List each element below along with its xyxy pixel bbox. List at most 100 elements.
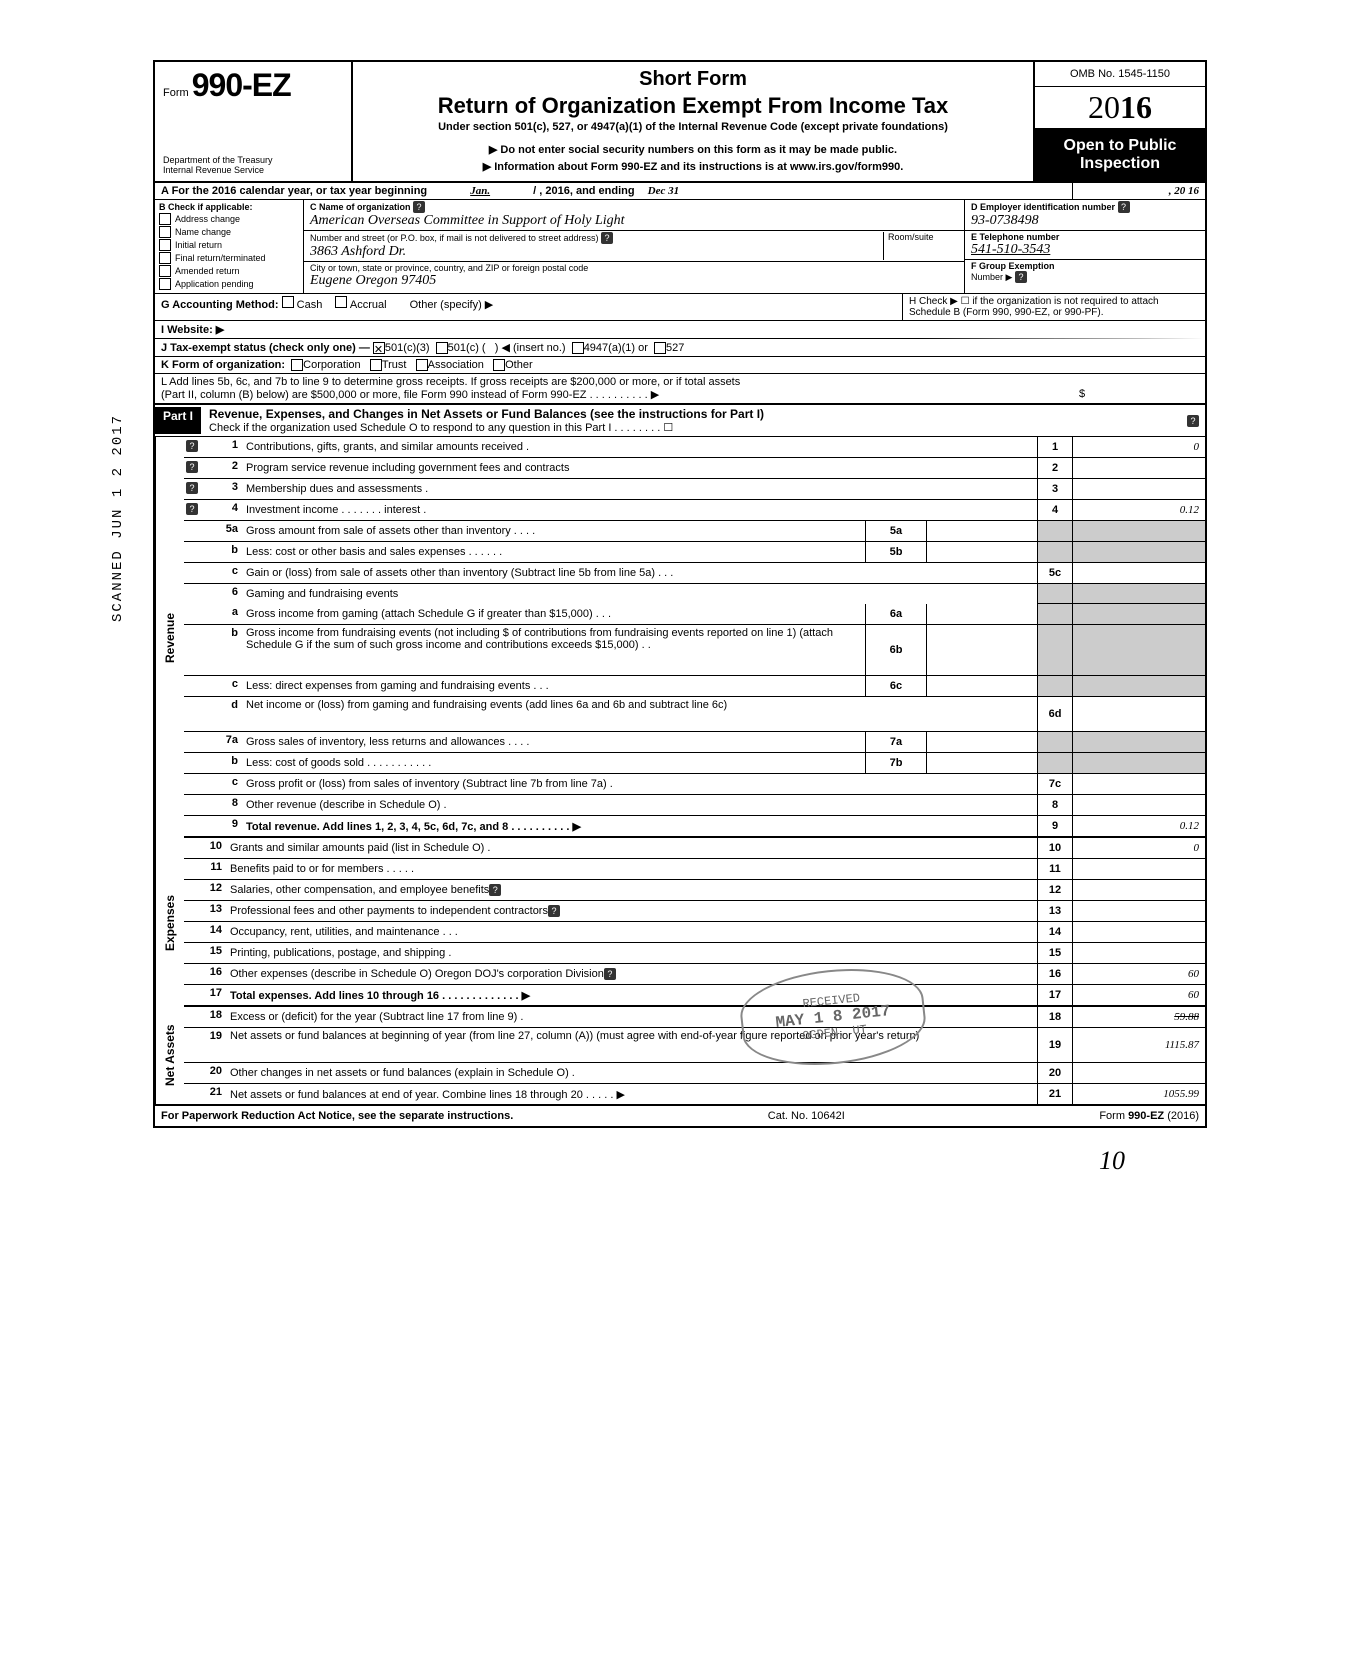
footer-right: Form 990-EZ (2016) bbox=[1099, 1110, 1199, 1122]
amt-5c bbox=[1072, 563, 1205, 583]
help-icon[interactable]: ? bbox=[186, 440, 198, 452]
dept-line-2: Internal Revenue Service bbox=[163, 166, 343, 176]
part-1-check-note: Check if the organization used Schedule … bbox=[209, 421, 1187, 434]
line-20: 20 Other changes in net assets or fund b… bbox=[184, 1063, 1205, 1084]
treasury-dept: Department of the Treasury Internal Reve… bbox=[163, 156, 343, 176]
form-prefix: Form bbox=[163, 87, 189, 99]
handwritten-page-number: 10 bbox=[1099, 1146, 1125, 1176]
begin-month: Jan. bbox=[470, 185, 490, 197]
f-number-label: Number ▶ bbox=[971, 272, 1012, 282]
amt-3 bbox=[1072, 479, 1205, 499]
row-a-right: , 20 16 bbox=[1072, 183, 1205, 199]
amt-6d bbox=[1072, 697, 1205, 731]
revenue-label: Revenue bbox=[155, 437, 184, 838]
cb-corp[interactable] bbox=[291, 359, 303, 371]
cb-assoc[interactable] bbox=[416, 359, 428, 371]
cb-cash[interactable] bbox=[282, 296, 294, 308]
city-label: City or town, state or province, country… bbox=[310, 263, 588, 273]
org-name-cell: C Name of organization ? American Overse… bbox=[304, 200, 964, 231]
amt-19: 1115.87 bbox=[1072, 1028, 1205, 1062]
cb-527[interactable] bbox=[654, 342, 666, 354]
street-cell: Number and street (or P.O. box, if mail … bbox=[304, 231, 964, 262]
line-21: 21 Net assets or fund balances at end of… bbox=[184, 1084, 1205, 1104]
k-label: K Form of organization: bbox=[161, 359, 285, 371]
revenue-lines: ? 1 Contributions, gifts, grants, and si… bbox=[184, 437, 1205, 838]
cb-501c3[interactable]: ✕ bbox=[373, 342, 385, 354]
help-icon[interactable]: ? bbox=[186, 482, 198, 494]
line-15: 15 Printing, publications, postage, and … bbox=[184, 943, 1205, 964]
form-990ez-page: SCANNED JUN 1 2 2017 Form 990-EZ Departm… bbox=[153, 60, 1207, 1128]
line-g: G Accounting Method: Cash Accrual Other … bbox=[155, 294, 903, 320]
footer-left: For Paperwork Reduction Act Notice, see … bbox=[161, 1110, 513, 1122]
e-label: E Telephone number bbox=[971, 232, 1059, 242]
line-6: 6 Gaming and fundraising events bbox=[184, 584, 1205, 604]
cb-4947[interactable] bbox=[572, 342, 584, 354]
col-def: D Employer identification number ? 93-07… bbox=[965, 200, 1205, 293]
row-a-label: A For the 2016 calendar year, or tax yea… bbox=[161, 185, 427, 197]
line-17: 17 Total expenses. Add lines 10 through … bbox=[184, 985, 1205, 1007]
form-title: Return of Organization Exempt From Incom… bbox=[363, 93, 1023, 119]
l-text-2: (Part II, column (B) below) are $500,000… bbox=[161, 388, 1079, 401]
cb-initial-return[interactable]: Initial return bbox=[159, 239, 299, 251]
line-14: 14 Occupancy, rent, utilities, and maint… bbox=[184, 922, 1205, 943]
cb-other[interactable] bbox=[493, 359, 505, 371]
help-icon[interactable]: ? bbox=[186, 503, 198, 515]
amt-10: 0 bbox=[1072, 838, 1205, 858]
l-dollar: $ bbox=[1079, 388, 1199, 401]
part-1-header: Part I Revenue, Expenses, and Changes in… bbox=[155, 405, 1205, 437]
amt-4: 0.12 bbox=[1072, 500, 1205, 520]
cb-trust[interactable] bbox=[370, 359, 382, 371]
org-name-value: American Overseas Committee in Support o… bbox=[310, 213, 625, 228]
end-month: Dec 31 bbox=[648, 185, 679, 197]
section-b: B Check if applicable: Address change Na… bbox=[155, 200, 304, 293]
line-19: 19 Net assets or fund balances at beginn… bbox=[184, 1028, 1205, 1063]
help-icon[interactable]: ? bbox=[1015, 271, 1027, 283]
line-h: H Check ▶ ☐ if the organization is not r… bbox=[903, 294, 1205, 320]
help-icon[interactable]: ? bbox=[413, 201, 425, 213]
expenses-lines: 10 Grants and similar amounts paid (list… bbox=[184, 838, 1205, 1007]
city-cell: City or town, state or province, country… bbox=[304, 262, 964, 290]
line-7a: 7a Gross sales of inventory, less return… bbox=[184, 732, 1205, 753]
tax-year: 2016 bbox=[1035, 87, 1205, 129]
net-assets-block: Net Assets 18 Excess or (deficit) for th… bbox=[155, 1007, 1205, 1106]
line-3: ? 3 Membership dues and assessments . 3 bbox=[184, 479, 1205, 500]
j-label: J Tax-exempt status (check only one) — bbox=[161, 342, 370, 354]
line-6a: a Gross income from gaming (attach Sched… bbox=[184, 604, 1205, 625]
help-icon[interactable]: ? bbox=[1187, 415, 1199, 427]
cb-501c[interactable] bbox=[436, 342, 448, 354]
line-12: 12 Salaries, other compensation, and emp… bbox=[184, 880, 1205, 901]
header-center: Short Form Return of Organization Exempt… bbox=[353, 62, 1035, 181]
end-year: , 20 16 bbox=[1169, 185, 1199, 197]
street-value: 3863 Ashford Dr. bbox=[310, 244, 406, 259]
l-text-1: L Add lines 5b, 6c, and 7b to line 9 to … bbox=[161, 376, 1199, 388]
line-13: 13 Professional fees and other payments … bbox=[184, 901, 1205, 922]
header-left: Form 990-EZ Department of the Treasury I… bbox=[155, 62, 353, 181]
c-name-label: C Name of organization bbox=[310, 202, 411, 212]
net-assets-lines: 18 Excess or (deficit) for the year (Sub… bbox=[184, 1007, 1205, 1104]
cb-name-change[interactable]: Name change bbox=[159, 226, 299, 238]
help-icon[interactable]: ? bbox=[548, 905, 560, 917]
line-6b: b Gross income from fundraising events (… bbox=[184, 625, 1205, 676]
part-1-title: Revenue, Expenses, and Changes in Net As… bbox=[209, 407, 1187, 421]
line-4: ? 4 Investment income . . . . . . . inte… bbox=[184, 500, 1205, 521]
help-icon[interactable]: ? bbox=[601, 232, 613, 244]
cb-address-change[interactable]: Address change bbox=[159, 213, 299, 225]
cb-final-return[interactable]: Final return/terminated bbox=[159, 252, 299, 264]
cb-accrual[interactable] bbox=[335, 296, 347, 308]
amt-16: 60 bbox=[1072, 964, 1205, 984]
cb-amended[interactable]: Amended return bbox=[159, 265, 299, 277]
cb-app-pending[interactable]: Application pending bbox=[159, 278, 299, 290]
help-icon[interactable]: ? bbox=[1118, 201, 1130, 213]
line-9: 9 Total revenue. Add lines 1, 2, 3, 4, 5… bbox=[184, 816, 1205, 838]
help-icon[interactable]: ? bbox=[186, 461, 198, 473]
phone-value: 541-510-3543 bbox=[971, 242, 1050, 257]
line-7c: c Gross profit or (loss) from sales of i… bbox=[184, 774, 1205, 795]
form-number: 990-EZ bbox=[192, 67, 291, 103]
amt-2 bbox=[1072, 458, 1205, 478]
header-right: OMB No. 1545-1150 2016 Open to Public In… bbox=[1035, 62, 1205, 181]
street-label: Number and street (or P.O. box, if mail … bbox=[310, 233, 598, 243]
help-icon[interactable]: ? bbox=[604, 968, 616, 980]
help-icon[interactable]: ? bbox=[489, 884, 501, 896]
line-5a: 5a Gross amount from sale of assets othe… bbox=[184, 521, 1205, 542]
short-form-label: Short Form bbox=[363, 68, 1023, 91]
